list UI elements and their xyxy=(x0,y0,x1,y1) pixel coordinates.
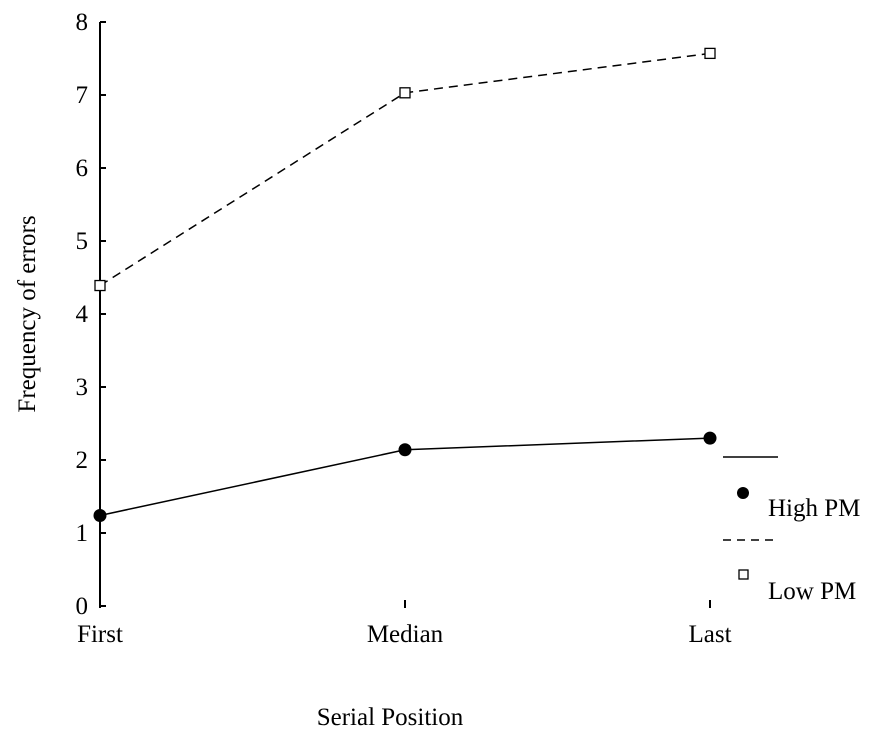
y-axis-title: Frequency of errors xyxy=(14,215,41,412)
series-layer xyxy=(93,47,717,522)
y-axis-ticks: 0 1 2 3 4 5 6 7 8 xyxy=(76,9,106,620)
x-tick-label: Last xyxy=(688,621,731,648)
y-tick-label: 7 xyxy=(76,82,89,109)
data-point-high-pm xyxy=(703,431,717,445)
x-axis-ticks: First Median Last xyxy=(77,600,732,648)
y-tick-label: 3 xyxy=(76,374,89,401)
y-tick-label: 2 xyxy=(76,447,89,474)
series-low-pm xyxy=(94,47,716,292)
y-tick-label: 8 xyxy=(76,9,89,36)
data-point-low-pm xyxy=(94,279,106,292)
x-tick-label: Median xyxy=(367,621,444,648)
y-tick-label: 4 xyxy=(76,301,89,328)
y-tick-label: 5 xyxy=(76,228,89,255)
x-axis: First Median Last xyxy=(77,600,732,648)
y-axis: 0 1 2 3 4 5 6 7 8 xyxy=(76,9,106,620)
data-point-low-pm xyxy=(704,47,716,60)
data-point-high-pm xyxy=(398,443,412,457)
data-point-low-pm xyxy=(399,87,411,99)
legend-marker-high-pm xyxy=(737,487,749,499)
x-axis-title: Serial Position xyxy=(317,704,464,731)
legend-label-high-pm: High PM xyxy=(768,495,860,522)
y-tick-label: 1 xyxy=(76,520,89,547)
legend-marker-low-pm xyxy=(738,569,749,580)
series-high-pm xyxy=(93,431,717,522)
y-tick-label: 0 xyxy=(76,593,89,620)
legend-label-low-pm: Low PM xyxy=(768,578,856,605)
x-tick-label: First xyxy=(77,621,123,648)
y-tick-label: 6 xyxy=(76,155,89,182)
data-point-high-pm xyxy=(93,508,107,522)
legend: High PM Low PM xyxy=(723,456,860,605)
